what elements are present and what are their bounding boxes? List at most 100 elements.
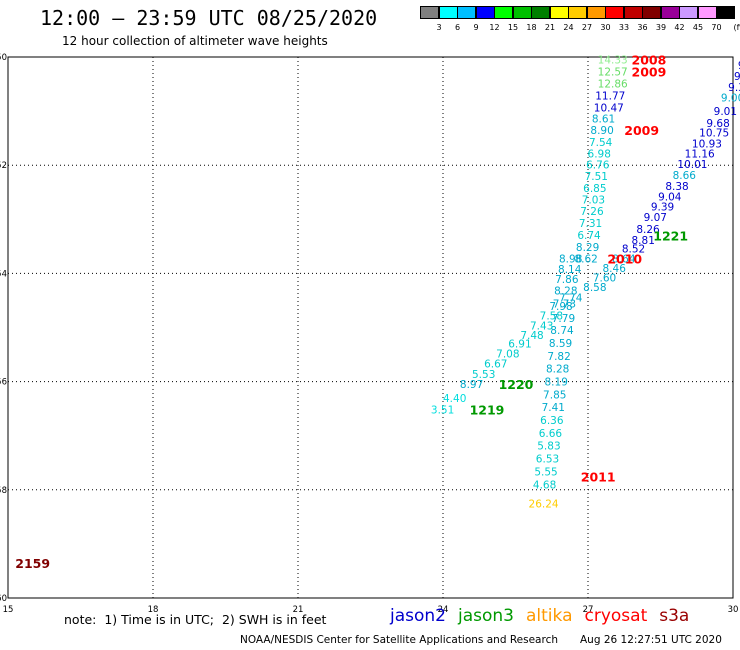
wave-height-label: 7.85 (543, 390, 566, 402)
wave-height-label: 11.77 (595, 90, 625, 102)
page-title: 12:00 – 23:59 UTC 08/25/2020 (40, 6, 378, 30)
wave-height-label: 6.74 (577, 230, 601, 242)
wave-height-label: 8.97 (460, 379, 483, 391)
wave-height-label: 7.54 (589, 137, 613, 149)
legend-label: 36 (637, 23, 648, 32)
wave-height-label: 10.93 (692, 139, 722, 151)
wave-height-label: 8.52 (622, 244, 645, 256)
satellite-name: jason3 (458, 606, 514, 626)
wave-height-label: 7.31 (579, 218, 602, 230)
legend-label: 70 (711, 23, 722, 32)
y-tick-label: -58 (0, 486, 7, 496)
legend-label: 6 (454, 23, 461, 32)
wave-height-label: 8.74 (550, 325, 574, 337)
wave-height-label: 8.81 (632, 235, 655, 247)
credit-date: Aug 26 12:27:51 UTC 2020 (580, 634, 722, 646)
wave-height-label: 7.03 (582, 194, 605, 206)
track-time-label: 2008 (632, 53, 667, 68)
wave-height-label: 8.14 (558, 264, 582, 276)
wave-height-label: 7.60 (593, 273, 616, 285)
wave-height-label: 8.58 (583, 282, 606, 294)
wave-height-label: 7.82 (547, 351, 570, 363)
wave-height-label: 5.83 (537, 440, 560, 452)
plot-frame (7, 56, 734, 599)
legend-label: 39 (655, 23, 667, 32)
wave-height-label: 6.67 (484, 359, 507, 371)
wave-height-label: 7.79 (552, 313, 575, 325)
wave-height-label: 8.59 (549, 338, 572, 350)
satellite-name: cryosat (584, 606, 648, 626)
wave-height-label: 5.53 (472, 369, 495, 381)
wave-height-label: 9.34 (728, 82, 740, 94)
legend-label: 42 (674, 23, 685, 32)
wave-height-label: 7.08 (496, 348, 519, 360)
wave-height-label: 9.35 (734, 71, 740, 83)
wave-height-label: 5.55 (534, 466, 557, 478)
wave-height-label: 6.85 (583, 183, 606, 195)
wave-height-label: 8.66 (673, 170, 697, 182)
legend-unit: (ft) (733, 23, 740, 32)
wave-height-label: 8.29 (576, 242, 599, 254)
wave-height-label: 4.68 (533, 479, 556, 491)
wave-height-label: 36.67 (0, 579, 2, 591)
legend-label: 24 (563, 23, 574, 32)
wave-height-label: 9.68 (706, 118, 729, 130)
wave-height-label: 8.90 (590, 125, 613, 137)
wave-height-label: 8.62 (574, 253, 597, 265)
satellite-name: jason2 (390, 606, 446, 626)
legend-label: 18 (526, 23, 537, 32)
wave-height-label: 14.33 (598, 55, 628, 67)
wave-height-label: 26.24 (529, 498, 559, 510)
track-time-label: 1219 (470, 403, 505, 418)
wave-height-label: 6.53 (536, 453, 559, 465)
legend-label: 15 (507, 23, 519, 32)
legend-label: 3 (436, 23, 442, 32)
legend-label: 12 (489, 23, 500, 32)
wave-height-label: 7.58 (540, 311, 563, 323)
wave-height-label: 9.04 (658, 192, 682, 204)
satellite-name: altika (526, 606, 573, 626)
wave-height-label: 7.48 (520, 330, 543, 342)
wave-height-label: 6.66 (539, 428, 563, 440)
wave-height-label: 3.51 (431, 405, 454, 417)
y-tick-label: -60 (0, 594, 7, 604)
wave-height-label: 6.91 (508, 339, 531, 351)
wave-height-label: 10.01 (677, 159, 707, 171)
x-tick-label: 21 (293, 605, 304, 615)
wave-height-label: 8.64 (612, 253, 636, 265)
x-tick-label: 27 (583, 605, 594, 615)
legend-swatch (716, 6, 735, 19)
track-time-label: 2009 (624, 123, 659, 138)
y-tick-label: -56 (0, 378, 7, 388)
wave-height-label: 6.76 (586, 160, 610, 172)
wave-height-label: 9.01 (714, 106, 737, 118)
wave-height-label: 8.28 (554, 286, 577, 298)
satellite-name: s3a (659, 606, 690, 626)
wave-height-label: 7.26 (580, 206, 604, 218)
wave-height-label: 9.39 (651, 201, 674, 213)
y-tick-label: -50 (0, 53, 7, 63)
legend-label: 21 (544, 23, 556, 32)
wave-height-label: 7.74 (559, 293, 583, 305)
x-tick-label: 24 (438, 605, 449, 615)
wave-height-label: 10.75 (699, 128, 729, 140)
track-time-label: 2011 (581, 469, 616, 484)
wave-height-label: 11.16 (685, 148, 715, 160)
legend-label: 33 (618, 23, 630, 32)
wave-height-label: 10.47 (594, 102, 624, 114)
wave-height-label: 4.40 (443, 393, 466, 405)
legend-label: 27 (581, 23, 593, 32)
wave-height-label: 7.73 (553, 299, 576, 311)
wave-height-label: 8.46 (603, 263, 627, 275)
wave-height-label: 8.61 (592, 114, 615, 126)
page-subtitle: 12 hour collection of altimeter wave hei… (62, 34, 328, 48)
wave-height-label: 12.57 (598, 67, 628, 79)
wave-height-label: 12.86 (598, 79, 628, 91)
track-time-label: 1220 (499, 377, 534, 392)
satellite-legend: jason2 jason3 altika cryosat s3a (390, 606, 701, 626)
x-tick-label: 18 (148, 605, 159, 615)
wave-height-label: 6.36 (540, 415, 564, 427)
wave-height-label: 8.26 (636, 224, 660, 236)
